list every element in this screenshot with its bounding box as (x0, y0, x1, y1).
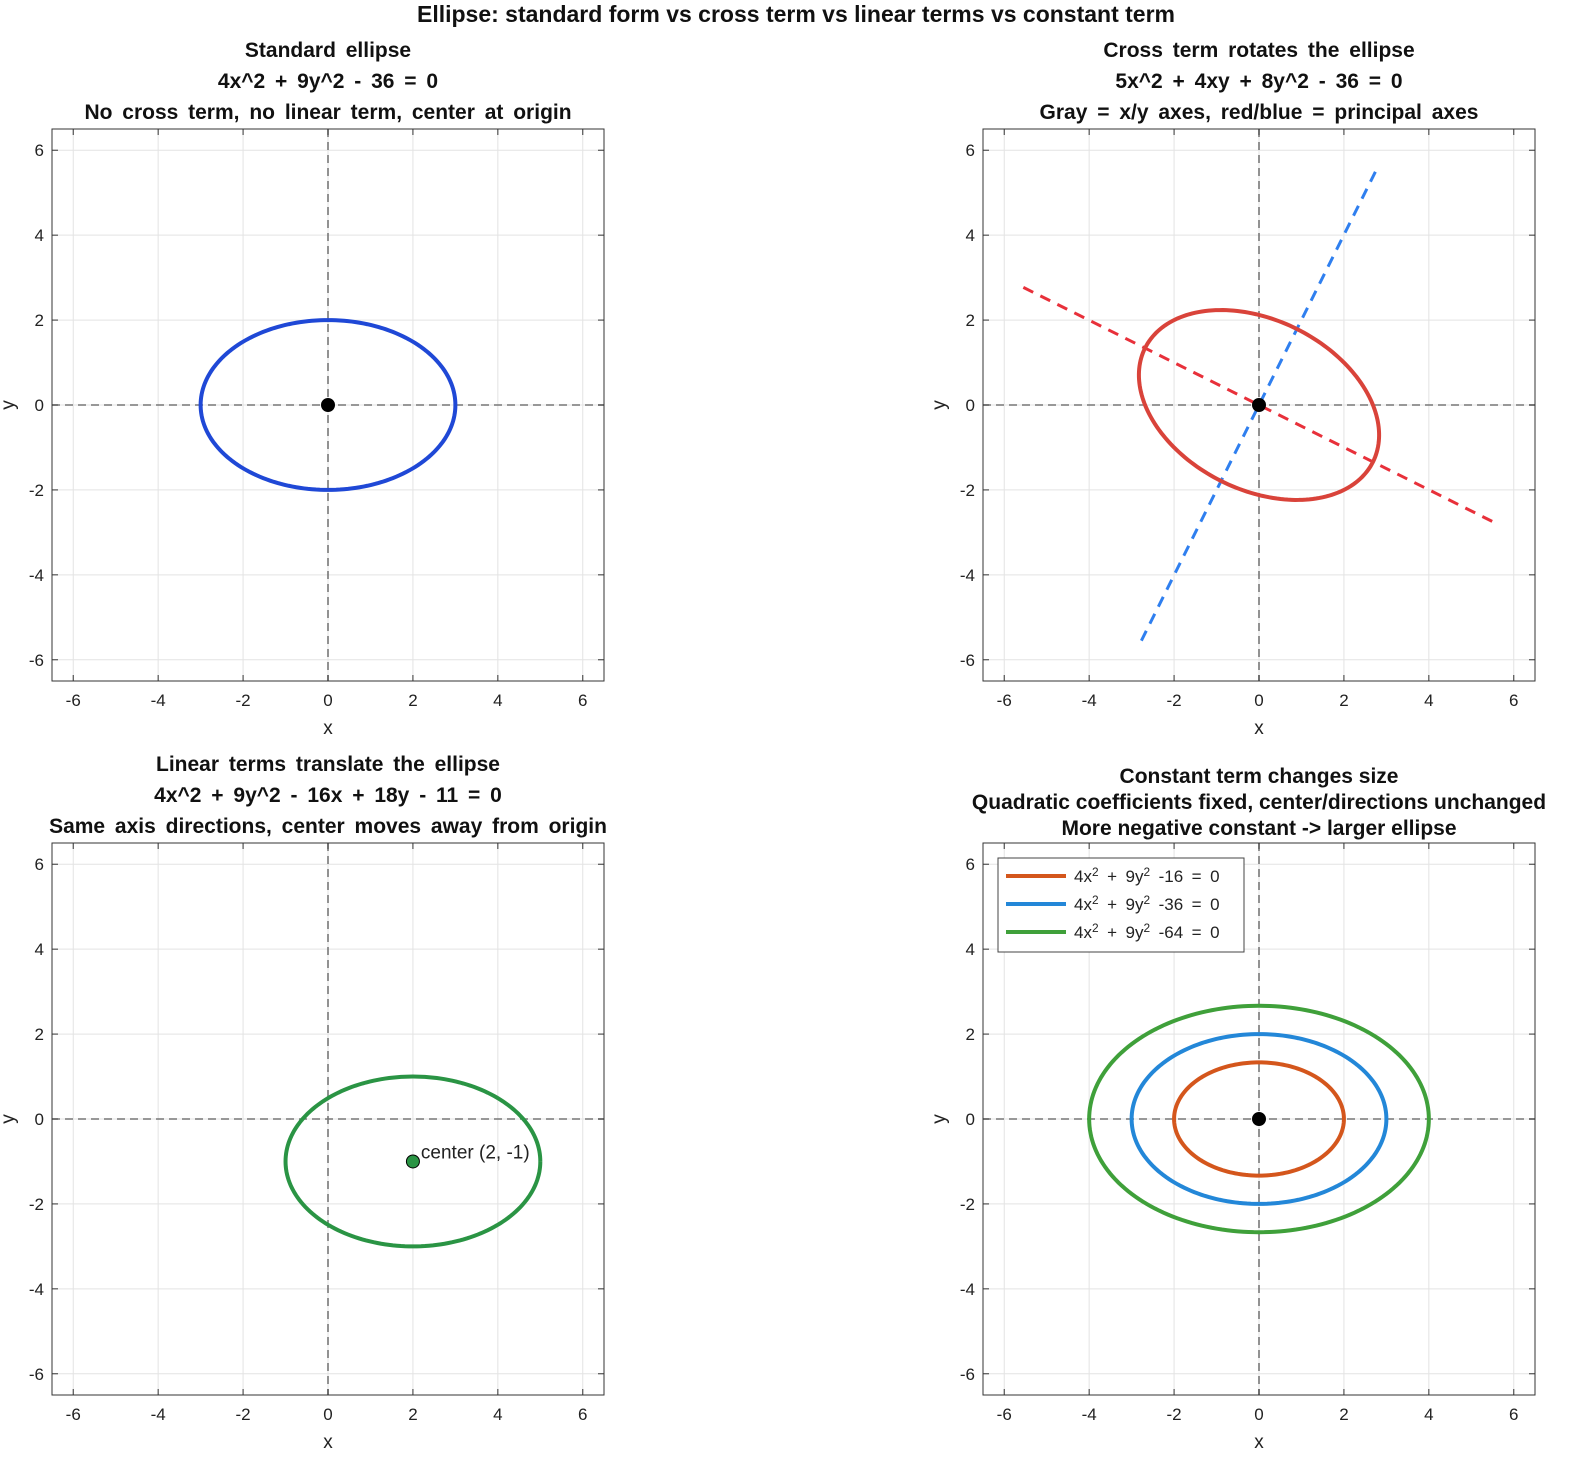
subplot-title: Constant term changes size (1120, 765, 1399, 788)
y-axis-label: y (929, 400, 950, 410)
subplot-subtitle: 4x^2 + 9y^2 - 16x + 18y - 11 = 0 (154, 784, 502, 807)
subplot-2: -6 -4 -2 0 2 4 6 -6 -4 -2 0 2 4 6 x y Cross term rotates… (929, 39, 1536, 739)
subplot-4: -6 -4 -2 0 2 4 6 -6 -4 -2 0 2 4 6 x y Constant term chan… (929, 765, 1546, 1453)
center-point (321, 398, 335, 412)
y-tick-label: 2 (966, 1025, 975, 1044)
subplot-subtitle: 4x^2 + 9y^2 - 36 = 0 (218, 70, 438, 93)
y-tick-label: 4 (966, 226, 975, 245)
x-tick-label: -6 (66, 1405, 81, 1424)
ellipse-curve (198, 318, 458, 492)
y-tick-label: 2 (966, 311, 975, 330)
y-tick-label: -6 (960, 1365, 975, 1384)
x-axis-label: x (1254, 1432, 1264, 1453)
y-tick-label: 2 (35, 311, 44, 330)
y-tick-label: 4 (35, 940, 44, 959)
center-point (405, 1154, 420, 1169)
subplot-title: Standard ellipse (245, 39, 411, 62)
y-tick-label: 2 (35, 1025, 44, 1044)
x-axis-label: x (323, 718, 333, 739)
x-tick-label: 0 (323, 691, 332, 710)
x-tick-label: 4 (493, 691, 502, 710)
y-tick-label: -2 (29, 481, 44, 500)
y-tick-label: -4 (960, 566, 975, 585)
x-tick-label: 6 (578, 691, 587, 710)
center-label: center (2, -1) (421, 1142, 530, 1163)
y-tick-label: 6 (35, 855, 44, 874)
y-tick-label: -6 (960, 651, 975, 670)
x-tick-label: 6 (1509, 1405, 1518, 1424)
subplot-subtitle: Quadratic coefficients fixed, center/dir… (972, 791, 1546, 814)
y-tick-label: 4 (966, 940, 975, 959)
x-tick-label: -4 (1082, 1405, 1097, 1424)
subplot-subtitle: No cross term, no linear term, center at… (84, 101, 571, 124)
legend: 4x2 + 9y2 -16 = 0 4x2 + 9y2 -36 = 0 4x2 + … (997, 857, 1245, 953)
x-tick-label: 4 (1424, 1405, 1433, 1424)
center-point (1252, 398, 1266, 412)
x-tick-label: -6 (997, 691, 1012, 710)
x-axis-label: x (323, 1432, 333, 1453)
subplot-subtitle: More negative constant -> larger ellipse (1061, 817, 1456, 840)
x-tick-label: 2 (1339, 691, 1348, 710)
legend-entry: 4x2 + 9y2 -36 = 0 (1074, 893, 1220, 914)
x-tick-label: -4 (151, 691, 166, 710)
x-tick-label: 0 (323, 1405, 332, 1424)
y-tick-label: 0 (966, 396, 975, 415)
y-axis-label: y (0, 1114, 19, 1124)
y-tick-label: -6 (29, 651, 44, 670)
subplot-title: Cross term rotates the ellipse (1103, 39, 1414, 62)
legend-entry: 4x2 + 9y2 -64 = 0 (1074, 921, 1220, 942)
y-tick-label: 0 (35, 1110, 44, 1129)
y-tick-label: 6 (35, 141, 44, 160)
ellipse-curve (1087, 1003, 1431, 1235)
ellipse-curve (1136, 308, 1382, 502)
y-tick-label: 0 (35, 396, 44, 415)
y-axis-label: y (0, 400, 19, 410)
y-tick-label: 4 (35, 226, 44, 245)
x-tick-label: -4 (1082, 691, 1097, 710)
y-tick-label: 0 (966, 1110, 975, 1129)
x-tick-label: -2 (1167, 1405, 1182, 1424)
subplot-subtitle: Gray = x/y axes, red/blue = principal ax… (1040, 101, 1479, 124)
x-tick-label: -6 (997, 1405, 1012, 1424)
y-tick-label: -4 (29, 1280, 44, 1299)
x-tick-label: 2 (408, 1405, 417, 1424)
y-tick-label: -4 (29, 566, 44, 585)
x-axis-label: x (1254, 718, 1264, 739)
figure-title: Ellipse: standard form vs cross term vs … (417, 1, 1175, 27)
principal-axis-minor (1140, 168, 1378, 642)
subplot-1: -6 -4 -2 0 2 4 6 -6 -4 -2 0 2 4 6 x y Standard ellipse 4x… (0, 39, 605, 739)
x-tick-label: 6 (578, 1405, 587, 1424)
x-tick-label: 2 (1339, 1405, 1348, 1424)
x-tick-label: -2 (236, 691, 251, 710)
center-point (1252, 1112, 1266, 1126)
x-tick-label: -2 (1167, 691, 1182, 710)
y-tick-label: -4 (960, 1280, 975, 1299)
x-tick-label: 0 (1254, 691, 1263, 710)
y-tick-label: -2 (960, 481, 975, 500)
x-tick-label: -6 (66, 691, 81, 710)
principal-axis-major (1022, 286, 1496, 524)
x-tick-label: -2 (236, 1405, 251, 1424)
x-tick-label: 6 (1509, 691, 1518, 710)
y-tick-label: -2 (960, 1195, 975, 1214)
subplot-subtitle: 5x^2 + 4xy + 8y^2 - 36 = 0 (1115, 70, 1402, 93)
y-tick-label: 6 (966, 855, 975, 874)
legend-entry: 4x2 + 9y2 -16 = 0 (1074, 865, 1220, 886)
x-tick-label: -4 (151, 1405, 166, 1424)
y-tick-label: 6 (966, 141, 975, 160)
y-axis-label: y (929, 1114, 950, 1124)
x-tick-label: 2 (408, 691, 417, 710)
subplot-title: Linear terms translate the ellipse (156, 753, 500, 776)
x-tick-label: 4 (493, 1405, 502, 1424)
y-tick-label: -2 (29, 1195, 44, 1214)
y-tick-label: -6 (29, 1365, 44, 1384)
x-tick-label: 4 (1424, 691, 1433, 710)
ellipse-curve (1129, 1032, 1389, 1206)
subplot-subtitle: Same axis directions, center moves away … (49, 815, 607, 838)
subplot-3: center (2, -1) -6 -4 -2 0 2 4 6 -6 -4 -2 0 2 4 6 x y Line… (0, 753, 607, 1453)
x-tick-label: 0 (1254, 1405, 1263, 1424)
ellipse-curve (283, 1074, 543, 1249)
ellipse-curve (1172, 1060, 1346, 1178)
